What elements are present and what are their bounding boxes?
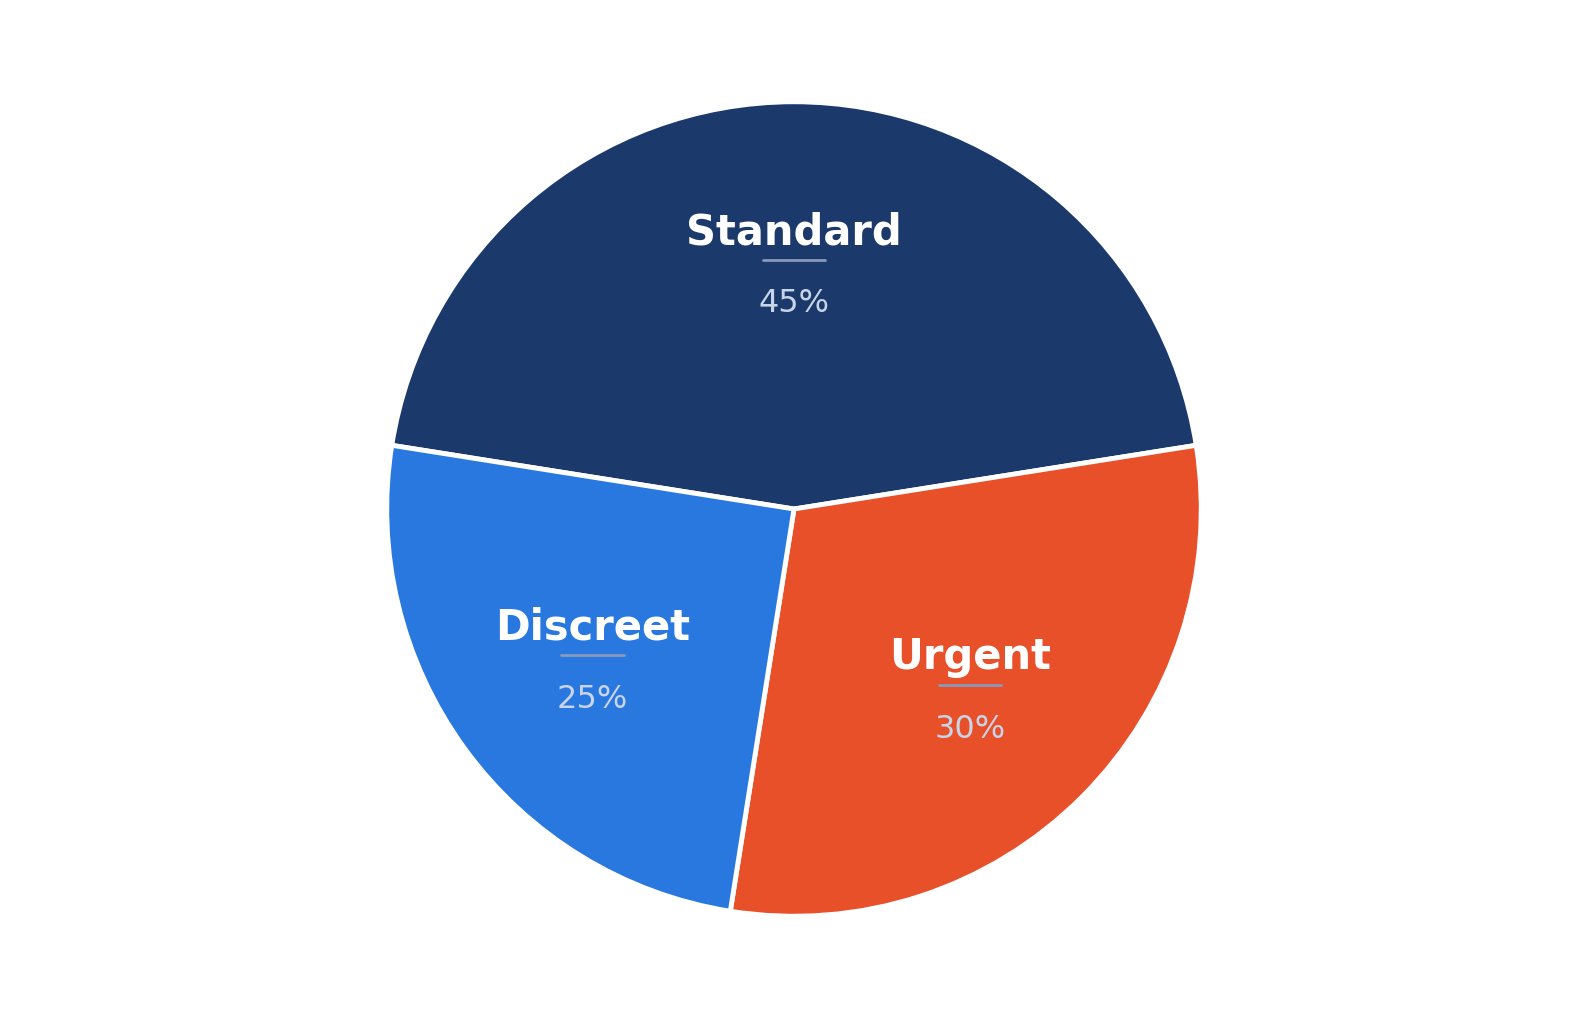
Wedge shape — [387, 446, 794, 911]
Text: 30%: 30% — [935, 713, 1005, 744]
Text: Urgent: Urgent — [889, 636, 1051, 678]
Text: 25%: 25% — [557, 684, 629, 714]
Text: Standard: Standard — [686, 211, 902, 253]
Text: Discreet: Discreet — [495, 606, 691, 648]
Wedge shape — [730, 446, 1201, 916]
Text: 45%: 45% — [759, 288, 829, 319]
Wedge shape — [392, 103, 1196, 510]
